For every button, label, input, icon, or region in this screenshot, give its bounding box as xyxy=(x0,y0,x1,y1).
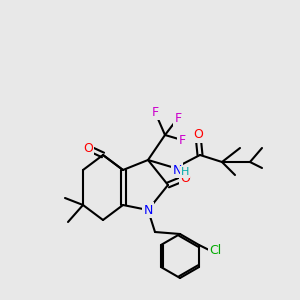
Text: N: N xyxy=(172,164,182,176)
Text: O: O xyxy=(180,172,190,184)
Text: F: F xyxy=(178,134,186,146)
Text: F: F xyxy=(174,112,182,124)
Text: N: N xyxy=(143,203,153,217)
Text: H: H xyxy=(181,167,189,177)
Text: F: F xyxy=(152,106,159,118)
Text: O: O xyxy=(83,142,93,154)
Text: Cl: Cl xyxy=(209,244,221,256)
Text: O: O xyxy=(193,128,203,142)
